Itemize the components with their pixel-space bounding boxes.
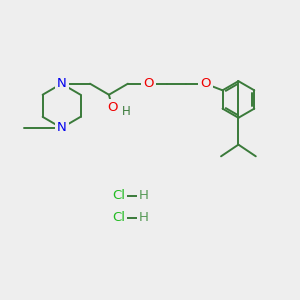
Text: Cl: Cl xyxy=(112,212,125,224)
Text: O: O xyxy=(200,77,211,90)
Text: O: O xyxy=(107,101,117,114)
Text: H: H xyxy=(139,212,148,224)
Text: H: H xyxy=(122,105,131,118)
Text: Cl: Cl xyxy=(112,189,125,202)
Text: H: H xyxy=(139,189,148,202)
Text: N: N xyxy=(57,77,67,90)
Text: O: O xyxy=(143,77,154,90)
Text: N: N xyxy=(57,122,67,134)
